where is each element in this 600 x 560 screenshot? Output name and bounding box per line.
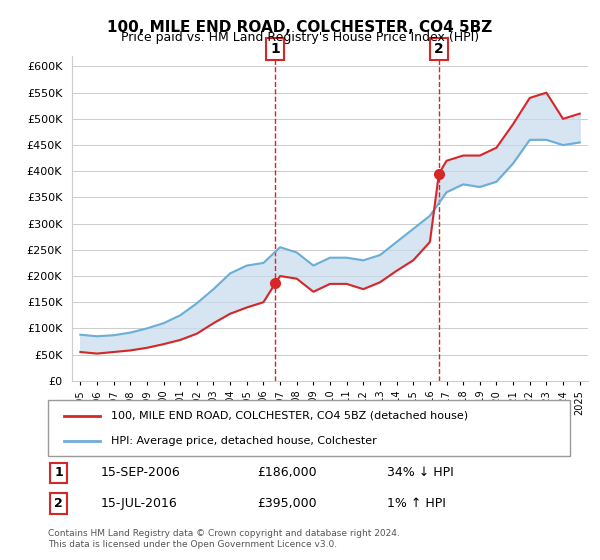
Text: 1: 1 xyxy=(271,42,280,56)
Text: HPI: Average price, detached house, Colchester: HPI: Average price, detached house, Colc… xyxy=(110,436,376,446)
Text: 100, MILE END ROAD, COLCHESTER, CO4 5BZ: 100, MILE END ROAD, COLCHESTER, CO4 5BZ xyxy=(107,20,493,35)
Text: 2: 2 xyxy=(54,497,63,510)
Text: Price paid vs. HM Land Registry's House Price Index (HPI): Price paid vs. HM Land Registry's House … xyxy=(121,31,479,44)
Text: £186,000: £186,000 xyxy=(257,466,316,479)
Text: £395,000: £395,000 xyxy=(257,497,316,510)
Text: 1: 1 xyxy=(54,466,63,479)
Text: 1% ↑ HPI: 1% ↑ HPI xyxy=(388,497,446,510)
Text: 15-SEP-2006: 15-SEP-2006 xyxy=(100,466,180,479)
Text: 15-JUL-2016: 15-JUL-2016 xyxy=(100,497,177,510)
FancyBboxPatch shape xyxy=(48,400,570,456)
Text: 2: 2 xyxy=(434,42,444,56)
Text: 34% ↓ HPI: 34% ↓ HPI xyxy=(388,466,454,479)
Text: Contains HM Land Registry data © Crown copyright and database right 2024.
This d: Contains HM Land Registry data © Crown c… xyxy=(48,529,400,549)
Text: 100, MILE END ROAD, COLCHESTER, CO4 5BZ (detached house): 100, MILE END ROAD, COLCHESTER, CO4 5BZ … xyxy=(110,410,468,421)
